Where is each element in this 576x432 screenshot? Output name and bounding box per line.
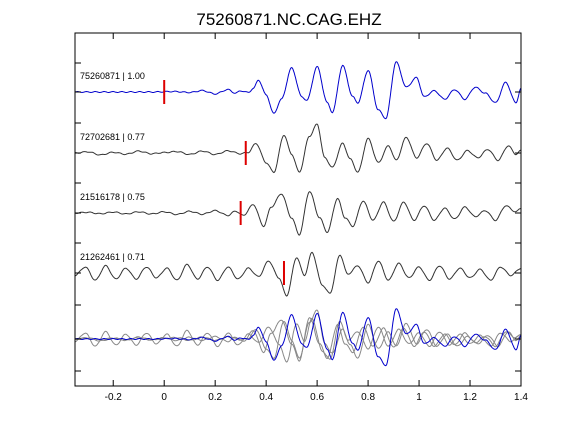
x-tick-label-1: -0.2: [105, 392, 123, 403]
x-tick-label-2: 0: [161, 392, 167, 403]
x-tick-label-9: 1.4: [514, 392, 528, 403]
trace-label-3: 21516178 | 0.75: [80, 192, 145, 202]
trace-label-2: 72702681 | 0.77: [80, 132, 145, 142]
x-tick-label-4: 0.4: [259, 392, 273, 403]
axes-frame: [74, 32, 522, 387]
trace-label-4: 21262461 | 0.71: [80, 252, 145, 262]
overlay-trace-1: [74, 308, 522, 367]
trace-label-1: 75260871 | 1.00: [80, 71, 145, 81]
x-tick-label-3: 0.2: [208, 392, 222, 403]
chart-title: 75260871.NC.CAG.EHZ: [196, 10, 381, 29]
waveform-trace-3: [74, 191, 521, 236]
plot-area: 75260871 | 1.00 72702681 | 0.77 21516178 |…: [74, 32, 528, 403]
x-tick-label-8: 1.2: [463, 392, 477, 403]
waveform-trace-2: [74, 123, 521, 174]
x-tick-label-5: 0.6: [310, 392, 324, 403]
waveform-trace-4: [74, 251, 522, 297]
x-tick-label-6: 0.8: [361, 392, 375, 403]
x-tick-label-7: 1: [416, 392, 422, 403]
overlay-trace-4: [74, 317, 522, 363]
overlay-trace-2: [74, 309, 521, 360]
waveform-trace-1: [74, 61, 522, 120]
